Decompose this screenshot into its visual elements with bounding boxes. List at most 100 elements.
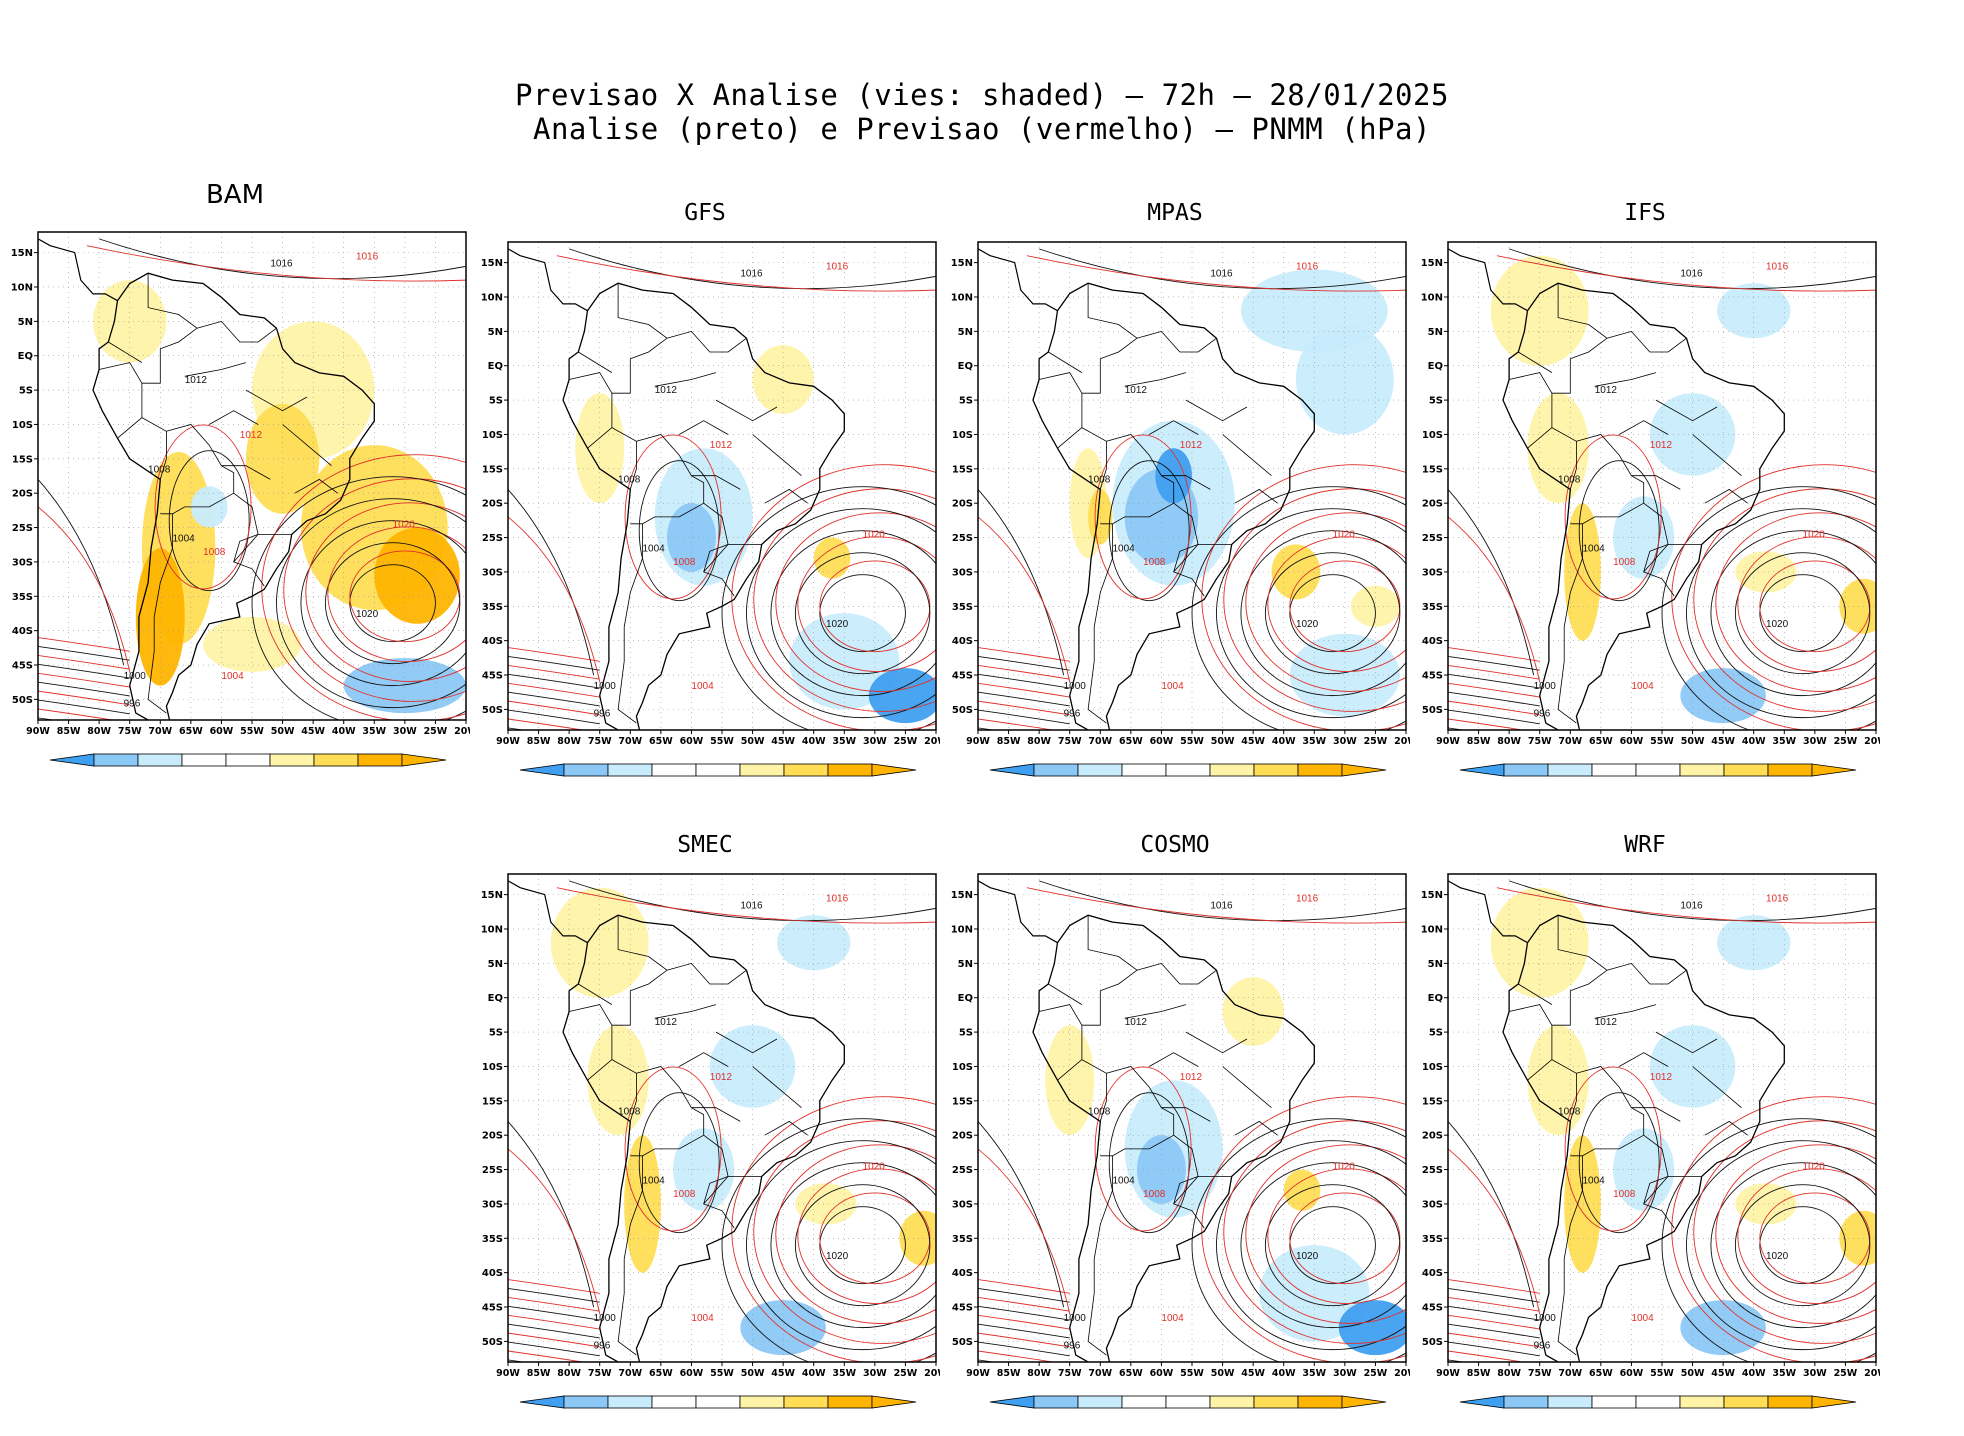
analysis-contour-label: 1016	[270, 258, 293, 269]
forecast-contour-label: 1004	[1631, 681, 1654, 692]
analysis-contour-label: 1012	[1595, 1017, 1618, 1028]
forecast-contour-label: 1004	[691, 1313, 714, 1324]
lon-tick-label: 20W	[924, 736, 940, 747]
coastline	[562, 914, 845, 1362]
lon-tick-label: 40W	[1272, 1368, 1296, 1379]
lon-tick-label: 20W	[454, 726, 470, 737]
lon-tick-label: 85W	[997, 736, 1021, 747]
bias-area	[203, 616, 301, 672]
bias-map: 1016 1012 1008 1004 1000 996 1020 1016 1012 1008 1…	[951, 241, 1410, 777]
lat-tick-label: EQ	[958, 361, 973, 372]
bias-area	[343, 658, 466, 714]
lon-tick-label: 40W	[802, 1368, 826, 1379]
lat-tick-label: 20S	[1422, 499, 1443, 510]
bias-area	[1490, 255, 1589, 366]
lat-tick-label: 20S	[952, 1131, 973, 1142]
analysis-contour-label: 1012	[185, 375, 208, 386]
bias-area	[777, 915, 851, 971]
forecast-contour-label: 1004	[1161, 681, 1184, 692]
lat-tick-label: 40S	[12, 626, 33, 637]
bias-map: 1016 1012 1008 1004 1000 996 1020 1016 1012 1008 1…	[481, 241, 940, 777]
lon-tick-label: 80W	[87, 726, 111, 737]
lon-tick-label: 60W	[680, 1368, 704, 1379]
bias-area	[1527, 1025, 1589, 1136]
lon-tick-label: 55W	[710, 736, 734, 747]
bias-map: 1016 1012 1008 1004 1000 996 1020 1016 1012 1008 1…	[1421, 241, 1880, 777]
lat-tick-label: 10N	[1421, 292, 1443, 303]
lat-tick-label: 10S	[482, 1062, 503, 1073]
analysis-contour-label: 1008	[618, 475, 641, 486]
lon-tick-label: 50W	[1211, 1368, 1235, 1379]
lon-tick-label: 70W	[618, 736, 642, 747]
lon-tick-label: 85W	[57, 726, 81, 737]
analysis-contour-label: 1004	[643, 1175, 666, 1186]
coastline	[92, 272, 375, 720]
lon-tick-label: 30W	[863, 1368, 887, 1379]
lat-tick-label: 20S	[952, 499, 973, 510]
analysis-contour-label: 1004	[1113, 1175, 1136, 1186]
analysis-contour-label: 1000	[594, 681, 617, 692]
lon-tick-label: 80W	[557, 736, 581, 747]
lat-tick-label: 40S	[952, 1268, 973, 1279]
panel-smec: SMEC 1016 1012 1008 1004 1000 996 1020 1016 1012 1…	[470, 832, 940, 1412]
lon-tick-label: 20W	[924, 1368, 940, 1379]
lon-tick-label: 20W	[1864, 736, 1880, 747]
analysis-contour-label: 1016	[740, 268, 763, 279]
analysis-contour-label: 996	[1534, 708, 1551, 719]
lon-tick-label: 45W	[1711, 736, 1735, 747]
forecast-contour-label: 1016	[1296, 261, 1319, 272]
lat-tick-label: 15S	[12, 454, 33, 465]
bias-area	[1680, 1300, 1766, 1356]
lon-tick-label: 90W	[496, 1368, 520, 1379]
lat-tick-label: EQ	[958, 993, 973, 1004]
lat-tick-label: 45S	[1422, 671, 1443, 682]
analysis-contour-label: 1000	[1064, 1313, 1087, 1324]
analysis-contour-label: 1008	[1088, 475, 1111, 486]
bias-map: 1016 1012 1008 1004 1000 996 1020 1016 1012 1008 1…	[1421, 873, 1880, 1409]
analysis-contour-label: 1016	[1210, 268, 1233, 279]
lon-tick-label: 25W	[1364, 1368, 1388, 1379]
bias-area	[709, 1025, 796, 1108]
lat-tick-label: 10N	[481, 924, 503, 935]
lat-tick-label: 10N	[11, 282, 33, 293]
lat-tick-label: 40S	[482, 636, 503, 647]
analysis-contour-label: 1016	[740, 900, 763, 911]
lon-tick-label: 90W	[966, 736, 990, 747]
bias-area	[1735, 551, 1797, 593]
colorbar: -4-3-2-11234	[1459, 1395, 1857, 1409]
lon-tick-label: 35W	[832, 736, 856, 747]
lat-tick-label: 35S	[952, 602, 973, 613]
lon-tick-label: 80W	[557, 1368, 581, 1379]
lat-tick-label: EQ	[488, 361, 503, 372]
analysis-contour-label: 1020	[826, 1251, 849, 1262]
lat-tick-label: 15S	[1422, 1096, 1443, 1107]
lat-tick-label: 35S	[482, 602, 503, 613]
lat-tick-label: 25S	[482, 1165, 503, 1176]
analysis-contour-label: 996	[1534, 1340, 1551, 1351]
bias-area	[245, 403, 320, 514]
lat-tick-label: 10N	[1421, 924, 1443, 935]
lon-tick-label: 90W	[26, 726, 50, 737]
coastline	[1032, 914, 1315, 1362]
lat-tick-label: 5N	[488, 327, 503, 338]
forecast-contour-label: 1012	[240, 430, 263, 441]
lat-tick-label: 25S	[12, 523, 33, 534]
lat-tick-label: 30S	[1422, 1199, 1443, 1210]
lon-tick-label: 35W	[1302, 736, 1326, 747]
forecast-contour-label: 1012	[1650, 1072, 1673, 1083]
forecast-contour-label: 1008	[673, 1189, 696, 1200]
lat-tick-label: 20S	[12, 489, 33, 500]
analysis-contour-label: 1020	[1296, 619, 1319, 630]
lon-tick-label: 45W	[301, 726, 325, 737]
lat-tick-label: 40S	[482, 1268, 503, 1279]
coastline	[1502, 914, 1785, 1362]
lon-tick-label: 35W	[1772, 736, 1796, 747]
lat-tick-label: 15N	[1421, 258, 1443, 269]
lat-tick-label: 45S	[482, 671, 503, 682]
bias-area	[1680, 668, 1766, 724]
lat-tick-label: 40S	[1422, 636, 1443, 647]
forecast-contour-label: 1008	[203, 547, 226, 558]
panel-ifs: IFS 1016 1012 1008 1004 1000 996 1020 1016 1012 10…	[1410, 200, 1880, 780]
lat-tick-label: 20S	[482, 499, 503, 510]
lon-tick-label: 40W	[332, 726, 356, 737]
